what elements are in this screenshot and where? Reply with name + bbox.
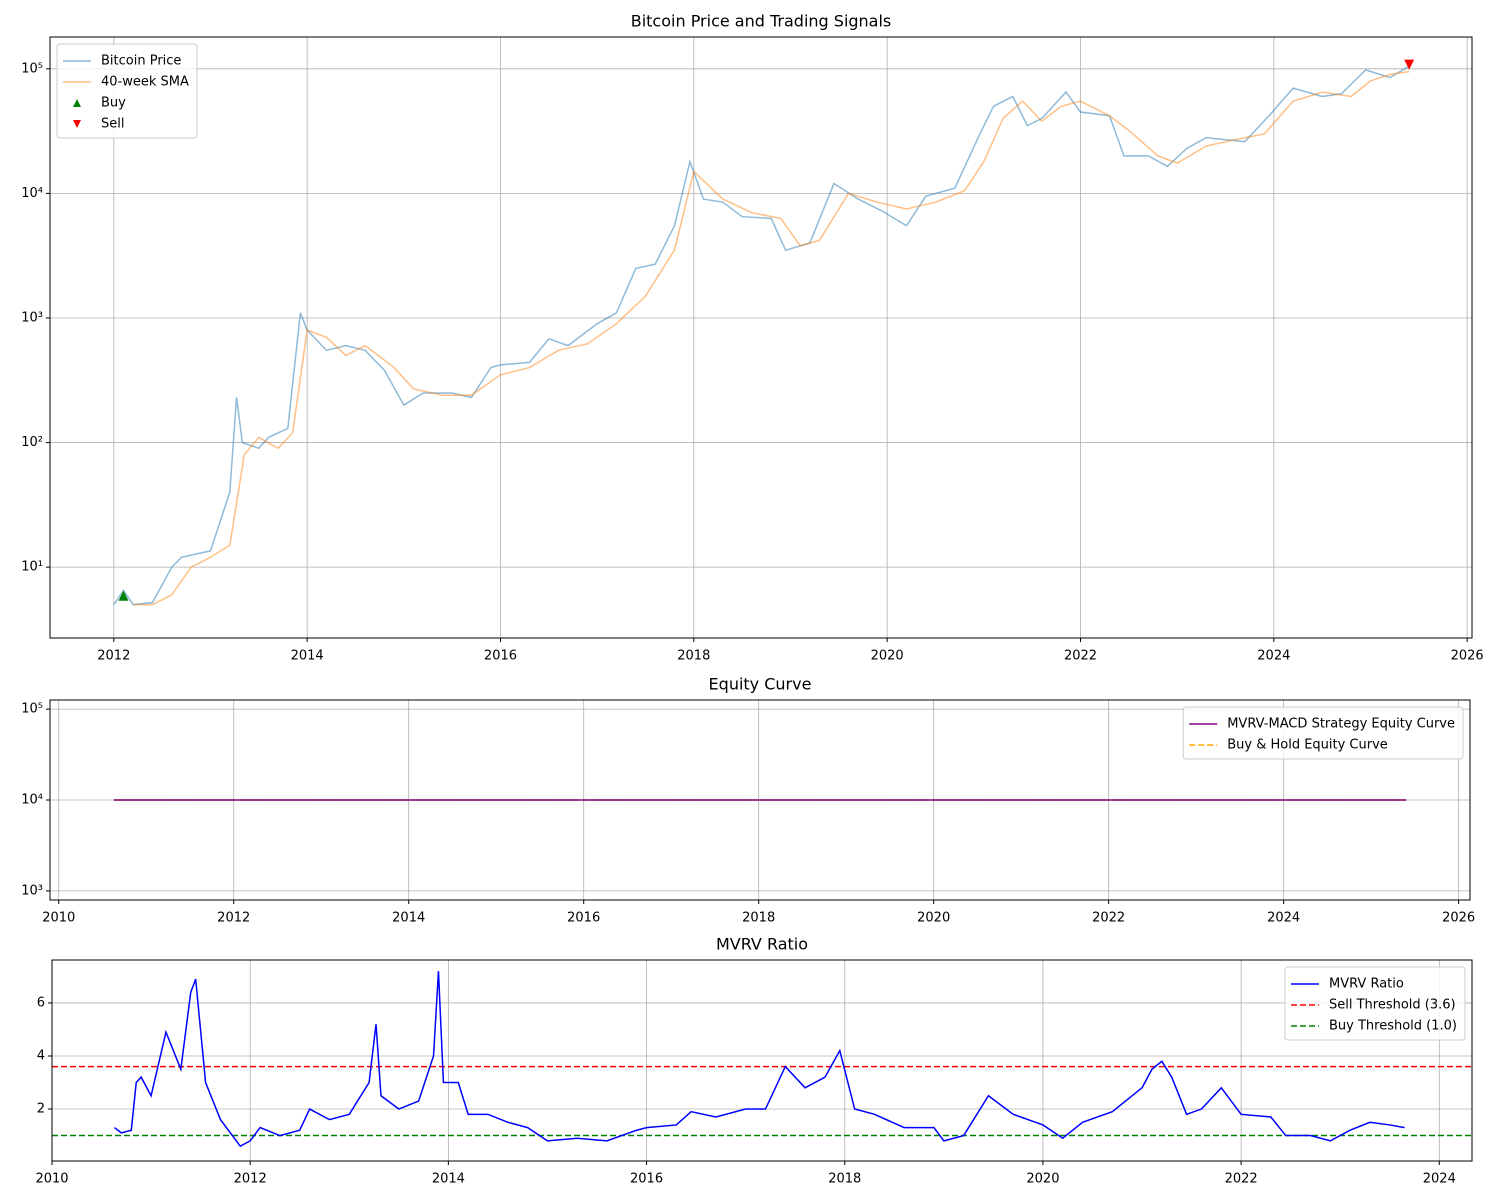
plot-area: [52, 971, 1472, 1148]
x-tick-label: 2016: [630, 1172, 663, 1187]
legend-marker: [73, 99, 81, 107]
plot-area: [113, 59, 1415, 606]
x-tick-label: 2018: [677, 649, 710, 664]
signal-marker: [1404, 59, 1415, 70]
y-tick-label: 4: [37, 1048, 45, 1063]
y-tick-label: 10²: [21, 435, 43, 450]
series-line: [113, 971, 1405, 1148]
series-line: [133, 70, 1410, 606]
x-tick-label: 2018: [742, 911, 775, 926]
x-tick-label: 2010: [35, 1172, 68, 1187]
legend-label: MVRV Ratio: [1329, 977, 1404, 992]
x-tick-label: 2020: [871, 649, 904, 664]
frame: [49, 699, 1471, 901]
legend-label: MVRV-MACD Strategy Equity Curve: [1227, 717, 1455, 732]
x-tick-label: 2024: [1257, 649, 1290, 664]
y-tick-label: 10⁵: [21, 61, 43, 76]
x-tick-label: 2012: [97, 649, 130, 664]
x-tick-label: 2024: [1267, 911, 1300, 926]
legend-box: [1284, 966, 1466, 1041]
legend-label: Sell Threshold (3.6): [1329, 998, 1456, 1013]
legend-label: Bitcoin Price: [101, 54, 181, 69]
y-tick-label: 10⁵: [21, 702, 43, 717]
x-tick-label: 2022: [1064, 649, 1097, 664]
y-tick-label: 6: [37, 995, 45, 1010]
x-tick-label: 2020: [1026, 1172, 1059, 1187]
x-tick-label: 2024: [1423, 1172, 1456, 1187]
x-tick-label: 2012: [217, 911, 250, 926]
x-tick-label: 2014: [291, 649, 324, 664]
x-tick-label: 2026: [1442, 911, 1475, 926]
signal-marker: [118, 590, 129, 601]
frame: [51, 959, 1473, 1162]
x-tick-label: 2026: [1451, 649, 1484, 664]
chart-title: MVRV Ratio: [716, 935, 808, 954]
legend-box: [56, 43, 198, 139]
y-tick-label: 10⁴: [21, 186, 43, 201]
series-line: [113, 65, 1410, 606]
x-tick-label: 2022: [1225, 1172, 1258, 1187]
legend-label: Buy: [101, 96, 126, 111]
x-tick-label: 2012: [234, 1172, 267, 1187]
x-tick-label: 2022: [1092, 911, 1125, 926]
x-tick-label: 2010: [42, 911, 75, 926]
y-tick-label: 10¹: [21, 560, 43, 575]
y-tick-label: 10⁴: [21, 793, 43, 808]
y-tick-label: 10³: [21, 883, 43, 898]
legend: Bitcoin Price 40-week SMA Buy Sell: [56, 43, 198, 139]
y-tick-label: 10³: [21, 310, 43, 325]
x-tick-label: 2014: [432, 1172, 465, 1187]
legend-label: Buy & Hold Equity Curve: [1227, 738, 1388, 753]
x-tick-label: 2014: [392, 911, 425, 926]
legend-label: Buy Threshold (1.0): [1329, 1019, 1457, 1034]
legend-marker: [73, 120, 81, 128]
chart-title: Bitcoin Price and Trading Signals: [631, 12, 892, 31]
legend-label: Sell: [101, 117, 124, 132]
x-tick-label: 2016: [484, 649, 517, 664]
chart-title: Equity Curve: [709, 675, 812, 694]
legend: MVRV-MACD Strategy Equity Curve Buy & Hol…: [1182, 706, 1464, 760]
x-tick-label: 2016: [567, 911, 600, 926]
legend-label: 40-week SMA: [101, 75, 189, 90]
x-tick-label: 2020: [917, 911, 950, 926]
legend-box: [1182, 706, 1464, 760]
y-tick-label: 2: [37, 1102, 45, 1117]
frame: [49, 36, 1473, 639]
legend: MVRV Ratio Sell Threshold (3.6) Buy Thresh…: [1284, 966, 1466, 1041]
x-tick-label: 2018: [828, 1172, 861, 1187]
